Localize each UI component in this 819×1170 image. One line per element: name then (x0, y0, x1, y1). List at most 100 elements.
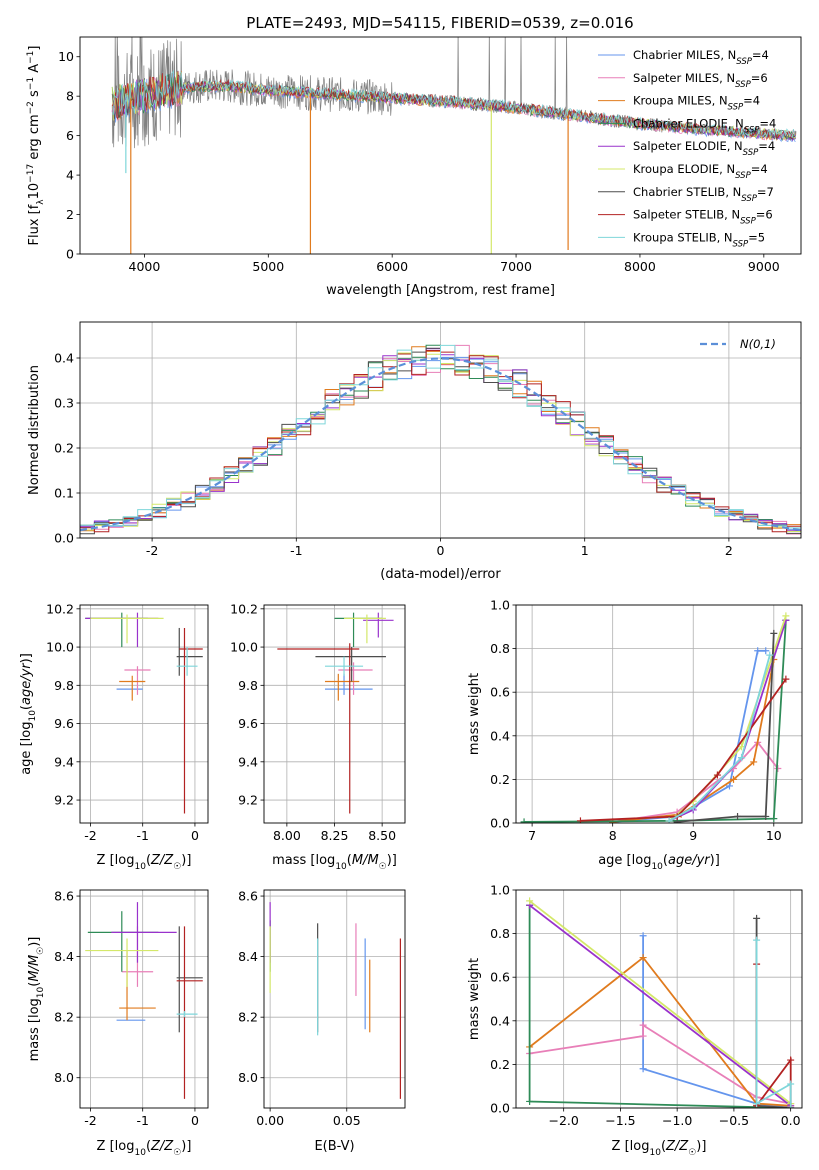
x-tick-label: 1 (581, 543, 589, 558)
y-tick-label: 10 (58, 49, 74, 64)
y-tick-label: 0.1 (54, 486, 74, 501)
weight-marker-chabrier-miles (639, 932, 647, 940)
legend-entry-chabrier-elodie: Chabrier ELODIE, NSSP=4 (633, 116, 776, 135)
weight-series-salpeter-stelib (753, 960, 795, 1108)
y-tick-label: 1.0 (490, 598, 510, 613)
weight-marker-chabrier-elodie (520, 818, 528, 823)
errorbar-salpeter-elodie (111, 902, 177, 963)
x-axis-label: mass [log10(M/M☉)] (272, 853, 397, 872)
x-tick-label: 7000 (500, 259, 532, 274)
x-tick-label: −2.0 (548, 1113, 578, 1128)
age-vs-mass-plot-area (277, 612, 394, 814)
errorbar-kroupa-elodie (90, 614, 164, 644)
x-tick-label: -1 (136, 828, 148, 843)
weight-marker-kroupa-stelib (787, 1080, 795, 1088)
legend-entry-salpeter-stelib: Salpeter STELIB, NSSP=6 (633, 208, 773, 227)
y-tick-label: 8.0 (238, 1070, 258, 1085)
y-tick-label: 0.3 (54, 396, 74, 411)
x-tick-label: 0 (191, 828, 199, 843)
x-tick-label: 10 (766, 828, 782, 843)
weight-marker-kroupa-miles (639, 954, 647, 962)
weight-marker-chabrier-stelib (734, 812, 742, 820)
x-tick-label: 0.0 (781, 1113, 801, 1128)
weight-marker-kroupa-stelib (665, 817, 673, 823)
y-tick-label: 8 (66, 89, 74, 104)
model-spectrum-kroupa-stelib (111, 69, 797, 139)
weight-marker-kroupa-stelib (753, 1100, 761, 1108)
x-tick-label: 0 (191, 1113, 199, 1128)
y-tick-label: 9.6 (54, 716, 74, 731)
weight-line-kroupa-miles (529, 956, 791, 1107)
y-tick-label: 8.2 (238, 1010, 258, 1025)
mass-vs-z-plot-area (85, 902, 203, 1099)
y-tick-label: 8.6 (54, 889, 74, 904)
y-tick-label: 8.4 (54, 949, 74, 964)
weight-marker-salpeter-stelib (713, 771, 721, 779)
weight-marker-kroupa-miles (750, 758, 758, 766)
y-tick-label: 0.4 (490, 728, 510, 743)
weight-marker-chabrier-stelib (753, 914, 761, 922)
x-tick-label: 5000 (252, 259, 284, 274)
x-axis-label: wavelength [Angstrom, rest frame] (326, 283, 555, 298)
y-tick-label: 9.2 (54, 793, 74, 808)
weight-marker-chabrier-miles (639, 1065, 647, 1073)
y-tick-label: 0 (66, 247, 74, 262)
y-axis-label: mass weight (467, 958, 482, 1040)
y-axis-label: Normed distribution (27, 365, 42, 495)
x-tick-label: 9 (689, 828, 697, 843)
age-vs-mass-grid (264, 605, 405, 823)
weight-series-kroupa-stelib (665, 651, 774, 823)
y-tick-label: 10.0 (46, 640, 74, 655)
weight-marker-kroupa-stelib (753, 936, 761, 944)
x-tick-label: −0.5 (719, 1113, 749, 1128)
y-tick-label: 0.0 (490, 816, 510, 831)
weight-series-chabrier-miles (639, 932, 795, 1108)
residuals-frame (79, 321, 802, 539)
weight-marker-chabrier-stelib (762, 812, 770, 820)
weight-marker-salpeter-miles (639, 1021, 647, 1029)
age-vs-z-plot-area (85, 612, 203, 814)
x-tick-label: -2 (84, 1113, 96, 1128)
x-tick-label: 8000 (624, 259, 656, 274)
y-tick-label: 6 (66, 128, 74, 143)
y-tick-label: 10.0 (230, 640, 258, 655)
legend-entry-kroupa-miles: Kroupa MILES, NSSP=4 (633, 94, 760, 113)
weight-marker-kroupa-stelib (689, 804, 697, 812)
weight-marker-chabrier-miles (762, 647, 770, 655)
weight-line-kroupa-stelib (755, 940, 792, 1108)
age-vs-z-grid (80, 605, 208, 823)
y-tick-label: 9.6 (238, 716, 258, 731)
weight-vs-z-chart: −2.0 −1.5 −1.0 −0.5 0.0 0.0 0.2 0.4 0.6 0.8 1.0 Z [… (467, 883, 803, 1158)
errorbar-chabrier-miles (324, 673, 373, 695)
weight-vs-z-frame (515, 889, 803, 1109)
x-axis-label: (data-model)/error (380, 567, 501, 582)
age-vs-z-chart: -2 -1 0 9.2 9.4 9.6 9.8 10.0 10.2 Z [log10(Z/Z☉)]… (19, 601, 209, 872)
weight-marker-chabrier-elodie (770, 815, 778, 823)
errorbar-kroupa-elodie (344, 614, 386, 644)
legend-entry-kroupa-stelib: Kroupa STELIB, NSSP=5 (633, 230, 765, 249)
weight-marker-salpeter-stelib (576, 817, 584, 823)
y-tick-label: 2 (66, 207, 74, 222)
mass-vs-z-frame (79, 889, 209, 1109)
mass-vs-ebv-frame (263, 889, 406, 1109)
weight-marker-kroupa-stelib (787, 1104, 795, 1108)
weight-marker-chabrier-miles (754, 647, 762, 655)
y-tick-label: 0.2 (490, 1057, 510, 1072)
y-tick-label: 0.4 (490, 1013, 510, 1028)
x-tick-label: 0 (437, 543, 445, 558)
y-tick-label: 0.2 (54, 441, 74, 456)
weight-line-chabrier-elodie (524, 620, 787, 823)
histogram-kroupa-stelib (80, 344, 801, 529)
weight-marker-kroupa-elodie (782, 612, 790, 620)
mass-vs-z-chart: -2 -1 0 8.0 8.2 8.4 8.6 Z [log10(Z/Z☉)] mass [lo… (27, 889, 209, 1158)
errorbar-salpeter-stelib (277, 643, 360, 814)
weight-marker-chabrier-miles (725, 782, 733, 790)
y-tick-label: 9.4 (54, 754, 74, 769)
y-axis-label: Flux [fλ10−17 erg cm−2 s−1 A−1] (26, 46, 46, 246)
spectrum-legend: Chabrier MILES, NSSP=4 Salpeter MILES, NS… (598, 48, 776, 249)
x-tick-label: 0.05 (333, 1113, 361, 1128)
errorbar-salpeter-stelib (176, 926, 203, 1099)
x-tick-label: 8.50 (368, 828, 396, 843)
weight-marker-chabrier-elodie (526, 1097, 534, 1105)
spectrum-plot-area (111, 37, 797, 254)
